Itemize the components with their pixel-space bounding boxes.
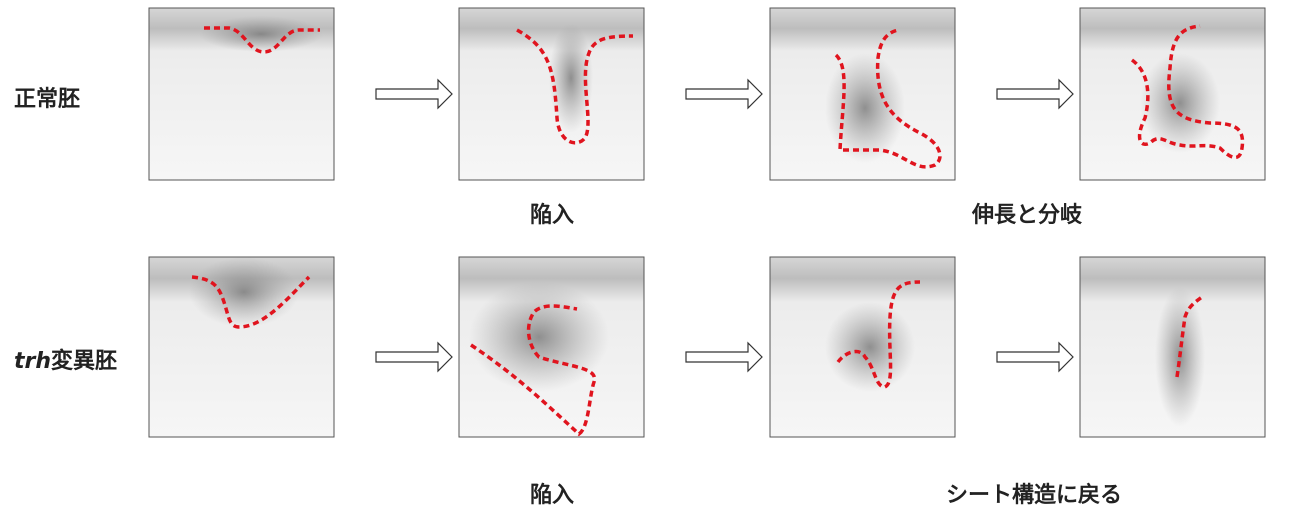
image-panel bbox=[459, 257, 644, 437]
arrow bbox=[997, 343, 1073, 371]
image-panel bbox=[770, 257, 955, 437]
caption: シート構造に戻る bbox=[946, 482, 1122, 508]
image-panel bbox=[770, 8, 955, 180]
arrow bbox=[997, 80, 1073, 108]
image-panel bbox=[1080, 257, 1265, 437]
image-panel bbox=[149, 8, 334, 180]
row-label: 正常胚 bbox=[14, 86, 80, 112]
row-label: trh変異胚 bbox=[14, 348, 117, 374]
caption: 伸長と分岐 bbox=[971, 203, 1083, 228]
arrow bbox=[686, 343, 762, 371]
caption: 陥入 bbox=[530, 202, 574, 228]
arrow bbox=[376, 80, 452, 108]
figure: 正常胚 trh変異胚 bbox=[0, 0, 1299, 513]
caption: 陥入 bbox=[530, 482, 574, 508]
row-label-italic: trh bbox=[14, 349, 51, 374]
image-panel bbox=[149, 257, 334, 437]
image-panel bbox=[459, 8, 644, 180]
image-panel bbox=[1080, 8, 1265, 180]
row-label: 変異胚 bbox=[51, 348, 117, 374]
arrow bbox=[376, 343, 452, 371]
arrow bbox=[686, 80, 762, 108]
